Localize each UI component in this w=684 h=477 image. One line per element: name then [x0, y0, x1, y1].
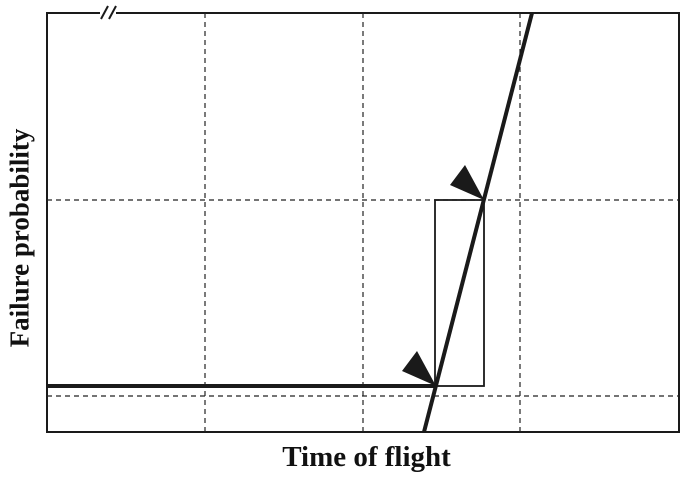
x-axis-label: Time of flight — [47, 441, 684, 474]
arrowhead-icon — [450, 165, 484, 200]
y-axis-label: Failure probability — [5, 129, 36, 348]
failure-curve — [424, 13, 532, 432]
arrowhead-icon — [402, 351, 436, 386]
